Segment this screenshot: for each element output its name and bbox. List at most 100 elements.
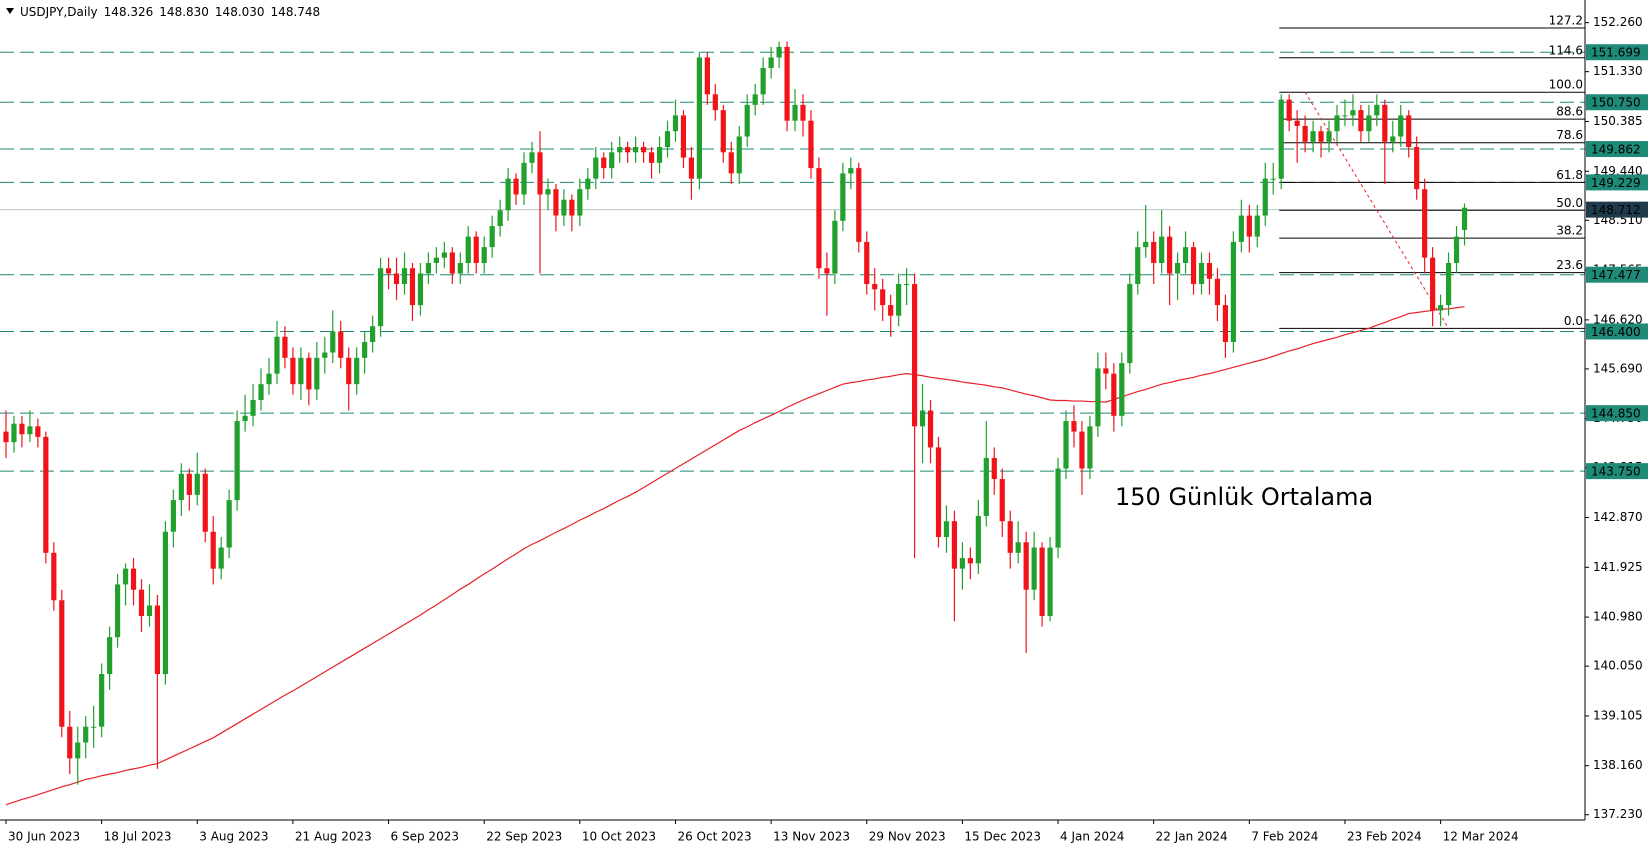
candle-body [346,357,352,385]
candle-body [43,436,49,553]
x-tick-label: 30 Jun 2023 [8,830,80,844]
candle-body [75,742,81,759]
candle-body [648,152,655,163]
candle-body [370,326,376,343]
candle-body [51,552,57,601]
level-label: 149.862 [1591,143,1641,157]
candle-body [194,473,200,495]
candle-body [951,521,958,569]
y-tick-label: 139.105 [1593,708,1643,722]
fib-label: 127.2 [1549,14,1583,28]
fib-label: 88.6 [1556,105,1583,119]
fib-label: 50.0 [1556,196,1583,210]
level-label-box [1586,463,1648,480]
candle-body [1318,131,1324,142]
candle-body [330,331,336,353]
candle-body [298,357,304,385]
candle-body [736,136,742,174]
candle-body [856,168,862,242]
candle-body [11,423,17,443]
candle-body [1246,215,1252,237]
candle-body [489,226,495,248]
candle-body [1326,131,1332,142]
candle-body [146,605,153,617]
candle-body [896,284,902,316]
candle-body [577,189,583,216]
candle-body [314,357,320,390]
candle-body [1310,131,1316,142]
candle-body [872,284,878,290]
x-tick-label: 26 Oct 2023 [677,830,751,844]
candle-body [19,423,25,435]
candle-body [377,268,384,327]
candle-body [776,46,782,58]
x-tick-label: 13 Nov 2023 [773,830,850,844]
candle-body [1453,236,1460,263]
y-tick-label: 137.230 [1593,807,1643,821]
candle-body [864,241,870,285]
candle-body [888,305,894,316]
candle-body [792,104,798,121]
candle-body [425,262,432,274]
candle-body [385,268,392,274]
candle-body [1398,115,1404,137]
candle-body [927,410,934,448]
candle-body [1438,305,1444,311]
candle-body [1238,215,1244,242]
level-label-box [1586,174,1648,191]
candle-body [919,410,926,427]
candle-body [1071,421,1077,432]
level-label: 150.750 [1591,96,1641,110]
symbol: USDJPY,Daily [20,5,98,19]
menu-triangle[interactable] [6,8,14,14]
candle-body [712,94,718,111]
candle-body [1023,542,1029,590]
candle-body [1270,178,1276,180]
level-label: 147.477 [1591,268,1641,282]
y-tick-label: 138.160 [1593,758,1643,772]
candle-body [1262,178,1268,216]
candle-body [107,637,113,675]
candle-body [760,67,766,95]
level-label-box [1586,405,1648,422]
level-label-box [1586,266,1648,283]
level-label-box [1586,94,1648,111]
candle-body [680,115,687,158]
candle-body [393,273,400,285]
candle-body [617,147,623,153]
candle-body [306,357,312,390]
candle-body [880,289,886,306]
fib-label: 78.6 [1556,128,1583,142]
x-tick-label: 10 Oct 2023 [582,830,656,844]
candle-body [537,152,543,195]
x-tick-label: 6 Sep 2023 [391,830,459,844]
candle-body [1430,257,1436,311]
fib-label: 114.6 [1549,43,1583,57]
fib-label: 38.2 [1556,224,1583,238]
candle-body [824,268,830,274]
candle-body [473,236,479,263]
candle-body [242,415,248,422]
candle-body [1286,99,1292,121]
candle-body [322,352,328,358]
candle-body [186,473,192,495]
candle-body [672,115,679,132]
candle-body [641,147,647,153]
level-label-box [1586,323,1648,340]
x-tick-label: 18 Jul 2023 [104,830,172,844]
level-label-box [1586,44,1648,61]
candle-body [1302,125,1308,142]
candle-body [728,152,734,174]
candle-body [1007,521,1013,553]
level-label-box [1586,141,1648,158]
candle-body [569,199,575,216]
candle-body [1151,241,1157,263]
candle-body [561,199,567,216]
candle-body [138,589,145,617]
candle-body [1039,547,1045,617]
y-tick-label: 149.440 [1593,164,1643,178]
y-tick-label: 146.620 [1593,312,1643,326]
candle-body [122,568,129,585]
y-tick-label: 140.980 [1593,610,1643,624]
